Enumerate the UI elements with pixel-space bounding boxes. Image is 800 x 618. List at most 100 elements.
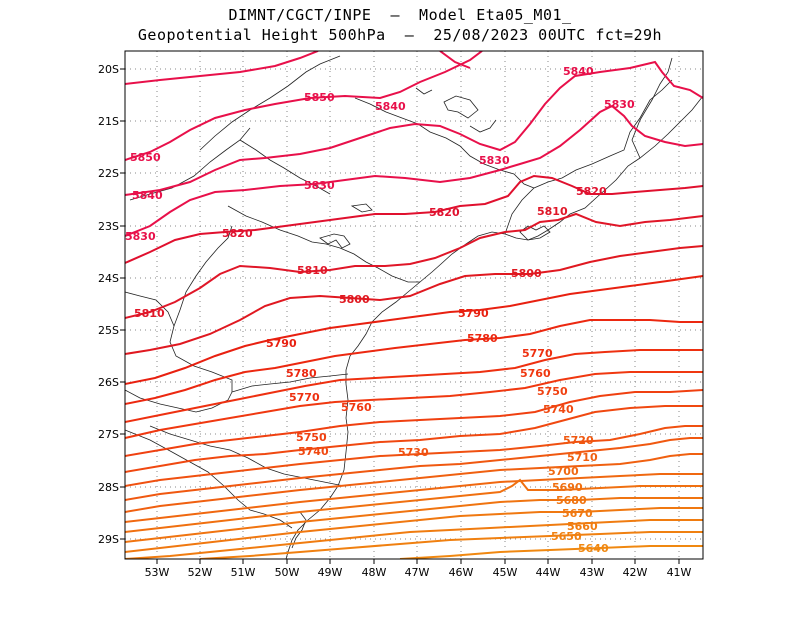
contour-label: 5830 [125,230,156,243]
contour-lines [125,51,703,559]
lon-tick-label: 49W [318,566,343,579]
lon-tick-label: 42W [623,566,648,579]
guanabara-bay [519,225,551,241]
lon-tick-label: 53W [145,566,170,579]
river-parana [173,225,233,327]
lagoa-dos-patos [291,511,307,549]
contour-label: 5830 [304,179,335,192]
contour-5790 [125,275,703,385]
contour-label: 5640 [578,542,609,555]
contour-5660 [125,519,703,559]
state-border-sp-mg-2 [354,97,535,189]
contour-5640 [399,545,703,559]
contour-label: 5690 [552,481,583,494]
contour-label: 5850 [304,91,335,104]
contour-5730 [125,425,703,487]
lat-tick-label: 20S [98,63,119,76]
contour-label: 5810 [537,205,568,218]
coastline-and-borders [125,55,703,559]
contour-5740 [125,405,703,473]
contour-5810 [125,212,703,319]
lon-tick-label: 51W [231,566,256,579]
contour-label: 5800 [339,293,370,306]
lat-tick-label: 28S [98,481,119,494]
contour-5850-b [439,51,471,69]
contour-label: 5820 [576,185,607,198]
contour-label: 5760 [341,401,372,414]
lon-tick-label: 46W [449,566,474,579]
contour-label: 5660 [567,520,598,533]
contour-5800 [125,245,703,355]
lon-tick-label: 47W [405,566,430,579]
contour-5760 [125,371,703,439]
contour-5850-a [125,51,319,85]
contour-label: 5790 [266,337,297,350]
longitude-labels: 53W 52W 51W 50W 49W 48W 47W 46W 45W 44W … [145,566,692,579]
state-border-sc-rs [149,425,345,487]
contour-label: 5740 [543,403,574,416]
contour-5680 [125,497,703,543]
contour-label: 5700 [548,465,579,478]
contour-label: 5760 [520,367,551,380]
lat-tick-label: 26S [98,376,119,389]
contour-label: 5650 [551,530,582,543]
lon-tick-label: 50W [275,566,300,579]
contour-5710 [125,453,703,513]
lat-tick-label: 23S [98,220,119,233]
border-paraguay [125,291,233,392]
plot-frame [124,50,704,560]
grid-lines [125,51,703,559]
contour-5700 [125,473,703,523]
contour-5650 [199,531,703,559]
contour-label: 5830 [604,98,635,111]
lon-tick-label: 41W [667,566,692,579]
lon-tick-label: 48W [362,566,387,579]
contour-5670 [125,507,703,553]
reservoir-3 [443,95,479,119]
contour-label: 5850 [130,151,161,164]
contour-label: 5810 [134,307,165,320]
contour-5780 [125,319,703,405]
contour-5850 [125,51,483,161]
lat-tick-label: 27S [98,428,119,441]
contour-5840 [125,60,703,196]
contour-label: 5800 [511,267,542,280]
map-title-line2: Geopotential Height 500hPa – 25/08/2023 … [137,26,663,44]
lat-tick-label: 25S [98,324,119,337]
contour-label: 5730 [398,446,429,459]
contour-label: 5710 [567,451,598,464]
contour-label: 5780 [467,332,498,345]
lat-tick-label: 24S [98,272,119,285]
contour-label: 5720 [563,434,594,447]
reservoir-4 [469,119,497,133]
contour-label: 5780 [286,367,317,380]
lat-tick-label: 22S [98,167,119,180]
contour-label: 5820 [429,206,460,219]
contour-label: 5840 [563,65,594,78]
state-border-mg-rj [504,79,673,235]
state-border-pr-sc [231,373,349,393]
axis-ticks [120,68,680,564]
lon-tick-label: 43W [580,566,605,579]
contour-label: 5750 [537,385,568,398]
state-border-mg-es [631,57,673,159]
lat-tick-label: 21S [98,115,119,128]
contour-label: 5820 [222,227,253,240]
contour-5770 [125,349,703,423]
river-tiete [239,139,331,195]
contour-label: 5790 [458,307,489,320]
contour-label: 5840 [132,189,163,202]
state-border-ms-sp [129,127,251,201]
contour-label: 5770 [289,391,320,404]
contour-5830 [125,104,703,237]
contour-labels: 5850 5850 5840 5840 5840 5830 5830 5830 … [125,65,635,555]
reservoir-1 [350,203,373,213]
reservoir-2 [319,233,351,249]
state-border-sp-mg [199,55,341,151]
contour-5820 [125,174,703,264]
contour-label: 5770 [522,347,553,360]
lat-tick-label: 29S [98,533,119,546]
contour-label: 5750 [296,431,327,444]
contour-label: 5810 [297,264,328,277]
